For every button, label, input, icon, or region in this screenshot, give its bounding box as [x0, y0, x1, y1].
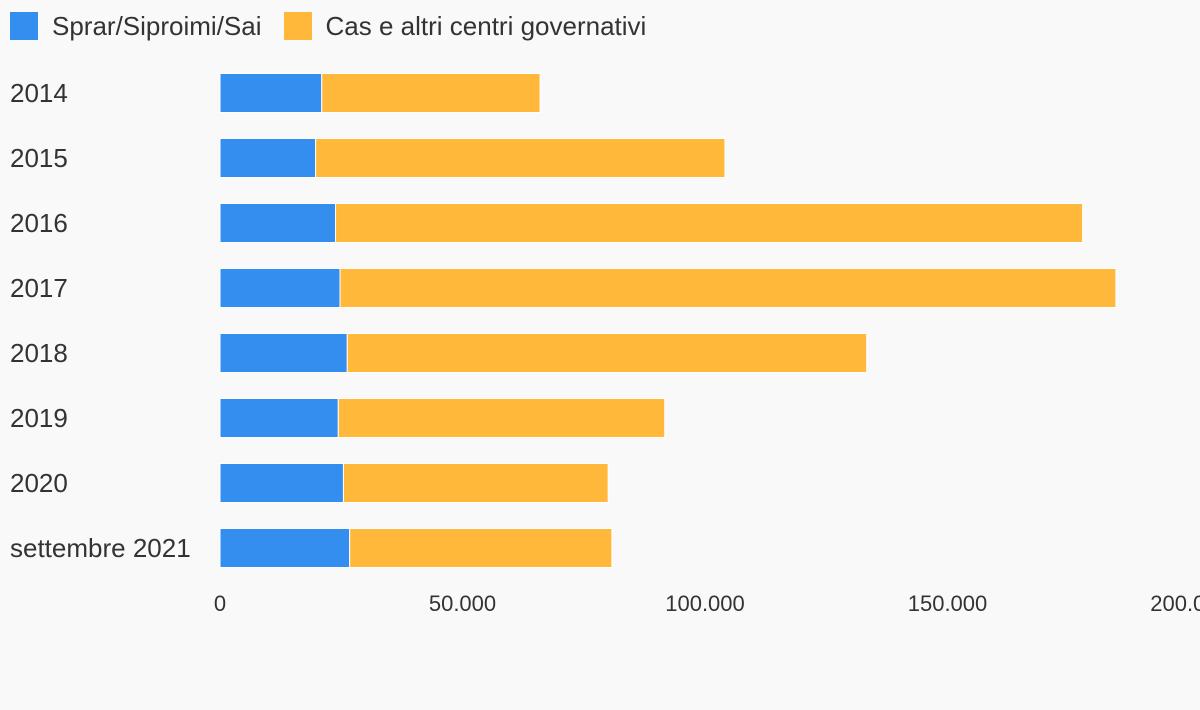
legend-item-sprar[interactable]: Sprar/Siproimi/Sai: [10, 11, 262, 42]
x-tick-label: 100.000: [665, 591, 745, 616]
category-label: 2020: [10, 468, 68, 498]
bar-sprar[interactable]: [219, 528, 351, 568]
bar-sprar[interactable]: [219, 203, 337, 243]
bar-sprar[interactable]: [219, 463, 344, 503]
legend-label-sprar: Sprar/Siproimi/Sai: [52, 10, 262, 41]
x-tick-label: 0: [214, 591, 226, 616]
bar-sprar[interactable]: [219, 73, 323, 113]
bar-cas[interactable]: [349, 528, 613, 568]
x-tick-label: 50.000: [429, 591, 496, 616]
legend-item-cas[interactable]: Cas e altri centri governativi: [283, 10, 647, 42]
bar-sprar[interactable]: [219, 138, 317, 178]
legend: Sprar/Siproimi/Sai Cas e altri centri go…: [10, 8, 668, 44]
bar-cas[interactable]: [315, 138, 726, 178]
bar-cas[interactable]: [339, 268, 1117, 308]
category-label: 2015: [10, 143, 68, 173]
category-label: 2017: [10, 273, 68, 303]
bar-sprar[interactable]: [219, 333, 348, 373]
bar-cas[interactable]: [321, 73, 541, 113]
category-label: settembre 2021: [10, 533, 191, 563]
bar-cas[interactable]: [346, 333, 868, 373]
category-label: 2019: [10, 403, 68, 433]
category-label: 2018: [10, 338, 68, 368]
legend-label-cas: Cas e altri centri governativi: [325, 10, 647, 41]
x-tick-label: 200.000: [1150, 591, 1200, 616]
x-tick-label: 150.000: [908, 591, 988, 616]
category-label: 2014: [10, 78, 68, 108]
bar-cas[interactable]: [342, 463, 609, 503]
legend-swatch-cas: [283, 12, 312, 40]
legend-swatch-sprar: [10, 12, 38, 40]
bar-sprar[interactable]: [219, 268, 341, 308]
category-label: 2016: [10, 208, 68, 238]
bar-cas[interactable]: [337, 398, 666, 438]
bar-sprar[interactable]: [219, 398, 339, 438]
bar-cas[interactable]: [335, 203, 1084, 243]
